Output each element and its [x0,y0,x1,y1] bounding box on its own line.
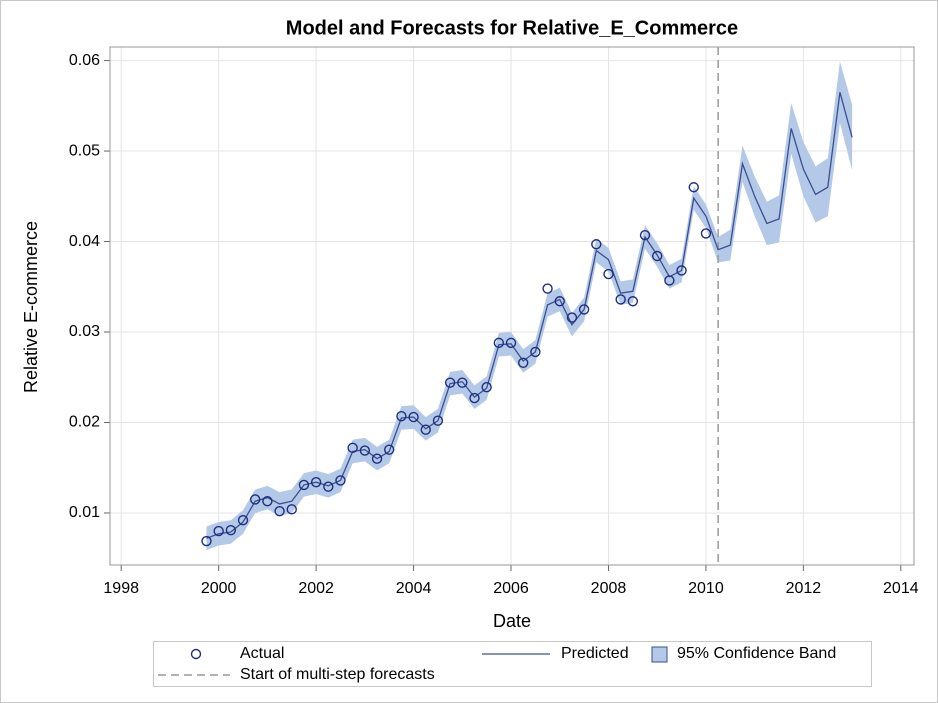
actual-point [384,444,395,455]
x-tick-label: 2014 [883,580,919,597]
actual-point [615,294,626,305]
y-tick-label: 0.02 [69,414,100,431]
actual-point [554,296,565,307]
y-tick-label: 0.06 [69,52,100,69]
actual-point [566,312,578,323]
actual-point [396,410,407,422]
actual-point [213,525,224,537]
actual-point [310,477,322,488]
actual-point [457,377,468,388]
actual-point [347,442,358,454]
actual-point [408,411,419,423]
actual-point [432,415,444,426]
actual-point [652,250,663,262]
actual-point [639,229,651,241]
x-tick-label: 1998 [103,580,139,597]
actual-point [688,182,699,193]
actual-point [335,475,346,486]
confidence-band [206,61,853,551]
legend-label: Start of multi-step forecasts [240,666,435,683]
legend-label: Predicted [561,645,629,662]
actual-point [444,377,456,388]
actual-point [286,504,297,515]
actual-point [237,515,249,526]
x-tick-label: 2000 [201,580,237,597]
actual-point [298,479,310,491]
actual-point [603,268,614,280]
actual-point [518,357,529,368]
actual-point [542,283,553,294]
actual-point [359,445,371,456]
actual-point [530,346,541,358]
x-tick-label: 2012 [786,580,822,597]
x-tick-label: 2002 [298,580,334,597]
actual-point [578,304,590,315]
actual-point [262,496,273,507]
x-tick-label: 2006 [493,580,529,597]
y-tick-label: 0.01 [69,504,100,521]
y-tick-label: 0.04 [69,233,100,250]
actual-point [323,481,334,492]
actual-point [664,275,675,286]
actual-point [493,337,505,349]
y-tick-label: 0.03 [69,323,100,340]
actual-point [420,424,431,435]
legend-label: 95% Confidence Band [677,645,836,662]
legend-box [153,641,872,687]
actual-point [700,228,712,239]
legend-marker [651,646,668,663]
actual-point [250,494,261,505]
actual-point [627,296,639,307]
x-tick-label: 2010 [688,580,724,597]
actual-point [371,453,383,464]
actual-point [591,239,602,250]
chart-title: Model and Forecasts for Relative_E_Comme… [286,17,738,39]
x-tick-label: 2004 [396,580,432,597]
actual-point [274,505,285,517]
legend-label: Actual [240,645,284,662]
predicted-line [206,92,853,539]
y-axis-label: Relative E-commerce [21,221,41,393]
plot-frame [109,46,915,566]
actual-point [481,382,492,393]
actual-point [225,524,237,536]
actual-point [201,535,212,547]
y-tick-label: 0.05 [69,142,100,159]
actual-point [469,392,480,404]
x-tick-label: 2008 [591,580,627,597]
legend-marker [190,648,202,660]
actual-point [676,265,687,276]
actual-point [505,337,517,349]
x-axis-label: Date [493,611,531,631]
